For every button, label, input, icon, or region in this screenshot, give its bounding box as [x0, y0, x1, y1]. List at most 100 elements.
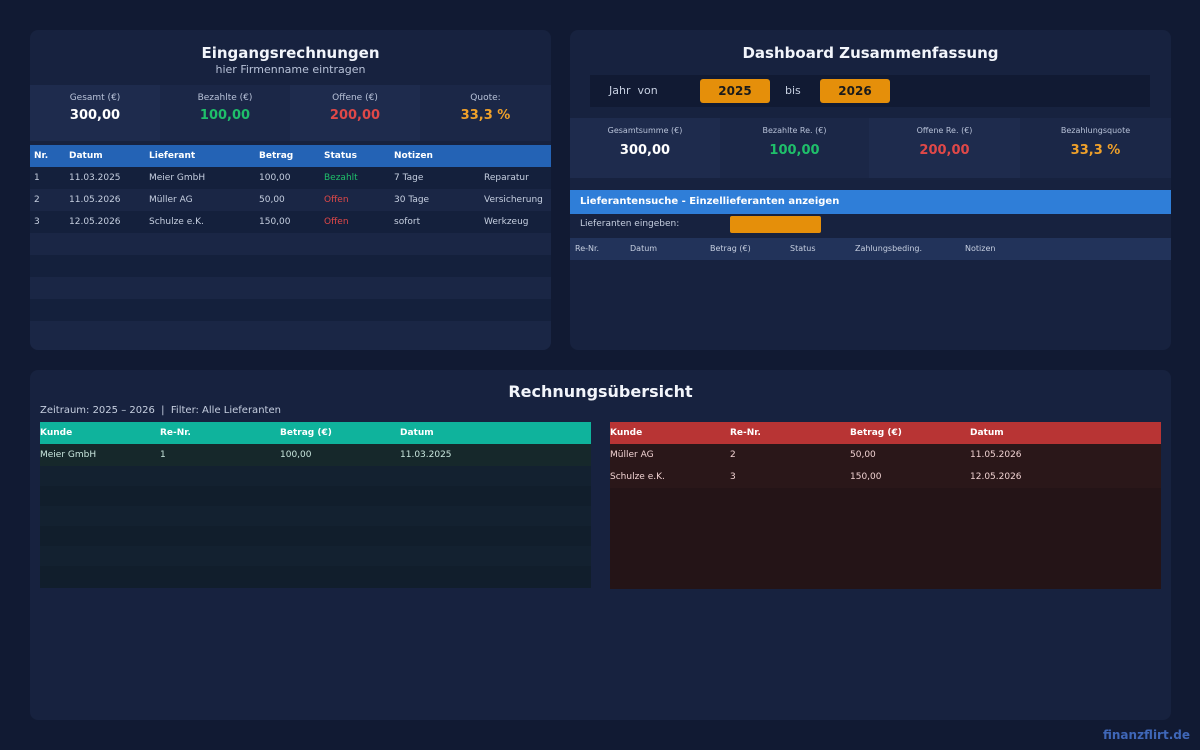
cell-nr: 2 — [34, 195, 40, 205]
cell-betrag: 50,00 — [259, 195, 285, 205]
stat-offen: Offene (€) 200,00 — [290, 85, 420, 141]
year-filter-bar: Jahr von 2025 bis 2026 — [590, 75, 1150, 107]
cell-datum: 12.05.2026 — [69, 217, 121, 227]
cell-kunde: Müller AG — [610, 450, 654, 460]
open-invoices-table: Kunde Re-Nr. Betrag (€) Datum Müller AG … — [610, 422, 1161, 589]
stat-value: 300,00 — [69, 108, 121, 123]
table-header: Kunde Re-Nr. Betrag (€) Datum — [40, 422, 591, 444]
col-betrag: Betrag (€) — [710, 244, 751, 253]
stat-value: 200,00 — [329, 108, 381, 123]
dashboard-stats: Gesamtsumme (€) 300,00 Bezahlte Re. (€) … — [570, 118, 1171, 178]
eingangsrechnungen-panel: Eingangsrechnungen hier Firmenname eintr… — [30, 30, 551, 350]
stat-gesamt: Gesamt (€) 300,00 — [30, 85, 160, 141]
cell-re-nr: 1 — [160, 450, 166, 460]
cell-datum: 12.05.2026 — [970, 472, 1022, 482]
dashboard-title: Dashboard Zusammenfassung — [742, 44, 999, 62]
uebersicht-title: Rechnungsübersicht — [508, 382, 693, 401]
empty-row — [30, 233, 551, 255]
stat-gesamtsumme: Gesamtsumme (€) 300,00 — [570, 118, 720, 178]
stat-value: 300,00 — [619, 143, 671, 158]
table-row[interactable]: 1 11.03.2025 Meier GmbH 100,00 Bezahlt 7… — [30, 167, 551, 189]
cell-betrag: 150,00 — [259, 217, 291, 227]
stat-label: Quote: — [470, 93, 501, 103]
stat-label: Bezahlte Re. (€) — [762, 126, 827, 135]
stat-label: Offene Re. (€) — [916, 126, 973, 135]
year-from-label: Jahr von — [609, 84, 658, 97]
empty-row — [30, 255, 551, 277]
cell-extra: Werkzeug — [484, 217, 529, 227]
year-to-select[interactable]: 2026 — [820, 79, 890, 103]
stat-quote: Quote: 33,3 % — [420, 85, 551, 141]
col-status: Status — [790, 244, 816, 253]
stat-value: 100,00 — [769, 143, 820, 158]
cell-status: Bezahlt — [324, 173, 358, 183]
col-datum: Datum — [630, 244, 658, 253]
cell-betrag: 50,00 — [850, 450, 876, 460]
cell-notizen: sofort — [394, 217, 421, 227]
stat-value: 33,3 % — [1070, 143, 1121, 158]
stat-label: Gesamt (€) — [69, 93, 121, 103]
table-row[interactable]: Meier GmbH 1 100,00 11.03.2025 — [40, 444, 591, 466]
table-header: Nr. Datum Lieferant Betrag Status Notize… — [30, 145, 551, 167]
empty-row — [40, 466, 591, 486]
col-kunde: Kunde — [40, 428, 73, 438]
eingang-stats: Gesamt (€) 300,00 Bezahlte (€) 100,00 Of… — [30, 85, 551, 141]
col-betrag: Betrag (€) — [850, 428, 902, 438]
supplier-table-header: Re-Nr. Datum Betrag (€) Status Zahlungsb… — [570, 238, 1171, 260]
col-nr: Nr. — [34, 151, 49, 161]
col-datum: Datum — [400, 428, 434, 438]
cell-re-nr: 3 — [730, 472, 736, 482]
empty-row — [30, 321, 551, 350]
cell-status: Offen — [324, 217, 349, 227]
cell-datum: 11.03.2025 — [69, 173, 121, 183]
col-datum: Datum — [970, 428, 1004, 438]
uebersicht-filter-text: Zeitraum: 2025 – 2026 | Filter: Alle Lie… — [40, 405, 281, 416]
cell-datum: 11.05.2026 — [970, 450, 1022, 460]
col-re-nr: Re-Nr. — [730, 428, 761, 438]
brand-logo-text[interactable]: finanzflirt.de — [1102, 728, 1190, 742]
table-row[interactable]: Müller AG 2 50,00 11.05.2026 — [610, 444, 1161, 466]
empty-row — [30, 299, 551, 321]
supplier-search-input[interactable] — [730, 216, 821, 233]
col-notizen: Notizen — [965, 244, 996, 253]
col-status: Status — [324, 151, 357, 161]
cell-betrag: 150,00 — [850, 472, 882, 482]
cell-kunde: Schulze e.K. — [610, 472, 665, 482]
supplier-search-header: Lieferantensuche - Einzellieferanten anz… — [570, 190, 1171, 214]
cell-re-nr: 2 — [730, 450, 736, 460]
eingang-subtitle: hier Firmenname eintragen — [215, 63, 366, 76]
empty-row — [40, 486, 591, 506]
table-row[interactable]: Schulze e.K. 3 150,00 12.05.2026 — [610, 466, 1161, 488]
table-row[interactable]: 2 11.05.2026 Müller AG 50,00 Offen 30 Ta… — [30, 189, 551, 211]
col-betrag: Betrag — [259, 151, 294, 161]
year-from-select[interactable]: 2025 — [700, 79, 770, 103]
empty-row — [40, 566, 591, 588]
cell-extra: Reparatur — [484, 173, 529, 183]
stat-value: 100,00 — [199, 108, 251, 123]
cell-datum: 11.03.2025 — [400, 450, 452, 460]
cell-notizen: 30 Tage — [394, 195, 430, 205]
col-betrag: Betrag (€) — [280, 428, 332, 438]
col-lieferant: Lieferant — [149, 151, 196, 161]
dashboard-panel: Dashboard Zusammenfassung Jahr von 2025 … — [570, 30, 1171, 350]
stat-label: Bezahlungsquote — [1060, 126, 1131, 135]
stat-label: Gesamtsumme (€) — [607, 126, 683, 135]
cell-notizen: 7 Tage — [394, 173, 424, 183]
table-row[interactable]: 3 12.05.2026 Schulze e.K. 150,00 Offen s… — [30, 211, 551, 233]
cell-betrag: 100,00 — [280, 450, 312, 460]
eingang-table: Nr. Datum Lieferant Betrag Status Notize… — [30, 145, 551, 350]
stat-bezahlt: Bezahlte (€) 100,00 — [160, 85, 290, 141]
stat-value: 33,3 % — [460, 108, 511, 123]
year-to-label: bis — [785, 84, 801, 97]
empty-row — [40, 526, 591, 546]
empty-row — [40, 546, 591, 566]
cell-betrag: 100,00 — [259, 173, 291, 183]
cell-lieferant: Schulze e.K. — [149, 217, 204, 227]
eingang-title: Eingangsrechnungen — [201, 44, 380, 62]
col-re-nr: Re-Nr. — [160, 428, 191, 438]
stat-value: 200,00 — [919, 143, 970, 158]
col-notizen: Notizen — [394, 151, 433, 161]
cell-datum: 11.05.2026 — [69, 195, 121, 205]
cell-kunde: Meier GmbH — [40, 450, 97, 460]
cell-nr: 3 — [34, 217, 40, 227]
